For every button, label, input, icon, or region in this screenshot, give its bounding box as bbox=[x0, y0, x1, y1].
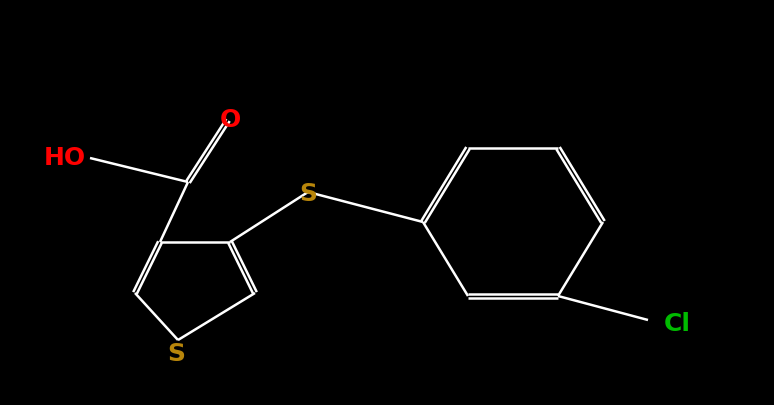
Text: HO: HO bbox=[44, 146, 86, 170]
Text: O: O bbox=[219, 108, 241, 132]
Text: S: S bbox=[167, 342, 185, 366]
Text: Cl: Cl bbox=[664, 312, 691, 336]
Text: S: S bbox=[299, 182, 317, 206]
